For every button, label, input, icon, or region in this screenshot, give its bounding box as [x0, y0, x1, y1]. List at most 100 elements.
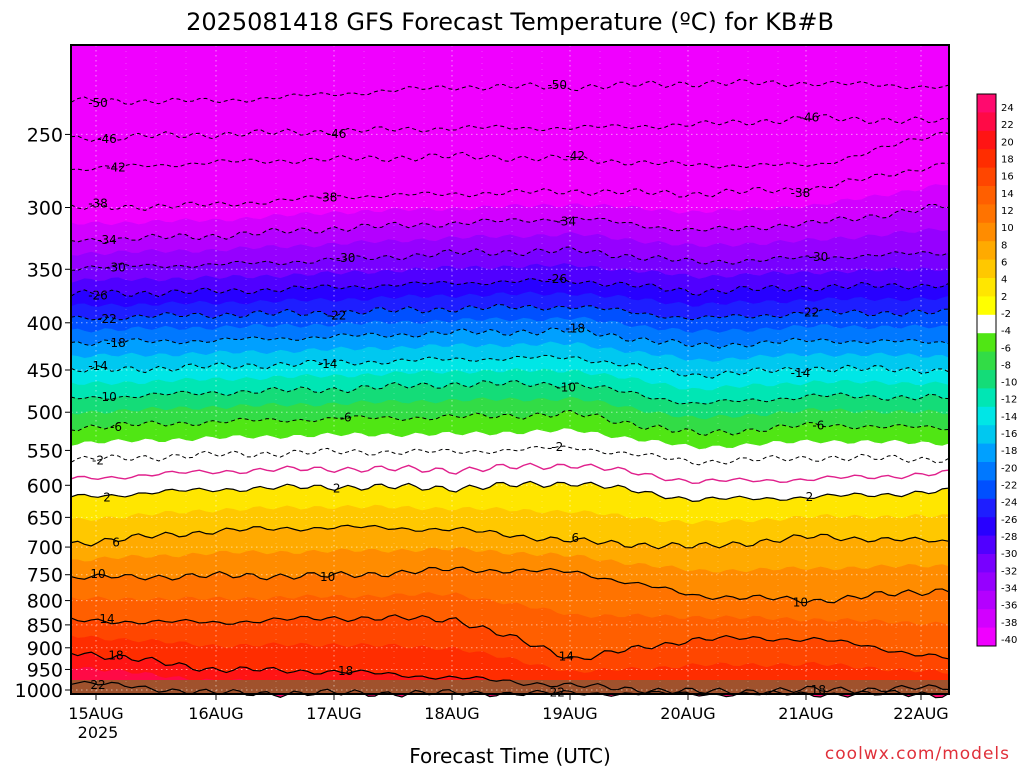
- isotherm-label: -30: [106, 260, 126, 274]
- isotherm-label: 2: [333, 482, 341, 496]
- x-tick-label: 18AUG: [424, 704, 479, 723]
- isotherm-label: 18: [108, 649, 123, 663]
- isotherm-label: -2: [92, 453, 104, 467]
- isotherm-label: -26: [547, 272, 567, 286]
- colorbar-swatch: [977, 112, 996, 132]
- y-tick-label: 750: [27, 565, 63, 587]
- isotherm-label: -26: [88, 288, 108, 302]
- colorbar-label: 2: [1001, 292, 1007, 303]
- isotherm-label: -22: [800, 306, 820, 320]
- isotherm-label: -18: [565, 322, 585, 336]
- y-tick-label: 400: [27, 313, 63, 335]
- isotherm-label: 18: [338, 664, 353, 678]
- y-tick-label: 450: [27, 360, 63, 382]
- colorbar-label: -6: [1001, 343, 1011, 354]
- colorbar-swatch: [977, 443, 996, 463]
- y-tick-label: 300: [27, 197, 63, 219]
- colorbar-frame: [976, 93, 997, 647]
- colorbar-label: -18: [1001, 446, 1017, 457]
- colorbar-label: -40: [1001, 635, 1017, 646]
- y-tick-label: 950: [27, 659, 63, 681]
- isotherm-label: -46: [97, 132, 117, 146]
- isotherm--26: [70, 277, 950, 298]
- isotherm--18: [70, 327, 950, 349]
- isotherm-10: [70, 566, 950, 604]
- y-axis: 2503003504004505005506006507007508008509…: [15, 124, 71, 702]
- colorbar-swatch: [977, 535, 996, 555]
- y-tick-label: 700: [27, 537, 63, 559]
- colorbar-label: 24: [1001, 103, 1014, 114]
- x-tick-label: 22AUG: [893, 704, 948, 723]
- colorbar-swatch: [977, 222, 996, 242]
- isotherm-label: -42: [106, 160, 126, 174]
- ground-band: [71, 680, 949, 694]
- y-tick-label: 650: [27, 507, 63, 529]
- y-tick-label: 550: [27, 440, 63, 462]
- colorbar-label: -32: [1001, 566, 1017, 577]
- isotherm-label: -38: [88, 196, 108, 210]
- colorbar-label: 18: [1001, 154, 1014, 165]
- grid-lines: [71, 45, 949, 694]
- colorbar-label: -38: [1001, 618, 1017, 629]
- y-tick-label: 500: [27, 402, 63, 424]
- plot-area: -50 -50 -46 -46 -46 -42 -42 -38 -38 -38 -34 -34 -30 -…: [70, 44, 950, 700]
- colorbar-label: 14: [1001, 189, 1014, 200]
- isotherm-label: -14: [88, 359, 108, 373]
- isotherm-label: -50: [88, 96, 108, 110]
- colorbar-swatch: [977, 554, 996, 573]
- isotherm-label: 10: [793, 596, 808, 610]
- colorbar-label: -16: [1001, 429, 1017, 440]
- colorbar-label: -12: [1001, 395, 1017, 406]
- colorbar-label: 12: [1001, 206, 1014, 217]
- colorbar-swatch: [977, 333, 996, 353]
- isotherm--38: [70, 162, 950, 211]
- freezing-line: [70, 462, 950, 485]
- colorbar-label: -22: [1001, 481, 1017, 492]
- isotherm-label: -30: [809, 250, 829, 264]
- colorbar-swatch: [977, 590, 996, 610]
- isotherm-label: 6: [571, 531, 579, 545]
- isotherm--10: [70, 380, 950, 405]
- colorbar-label: -26: [1001, 515, 1017, 526]
- x-axis-label: Forecast Time (UTC): [409, 744, 611, 768]
- colorbar-swatch: [977, 259, 996, 279]
- colorbar-label: 4: [1001, 275, 1007, 286]
- colorbar-swatch: [977, 572, 996, 592]
- x-tick-label: 17AUG: [306, 704, 361, 723]
- isotherm--22: [70, 304, 950, 321]
- colorbar-swatch: [977, 388, 996, 408]
- colorbar-swatch: [977, 351, 996, 371]
- colorbar-label: -36: [1001, 601, 1017, 612]
- colorbar-swatch: [977, 480, 996, 500]
- colorbar-swatch: [977, 498, 996, 518]
- isotherm--14: [70, 354, 950, 379]
- isotherm--30: [70, 246, 950, 271]
- colorbar-swatch: [977, 186, 996, 205]
- temperature-bands: [70, 45, 950, 698]
- x-tick-label: 20AUG: [660, 704, 715, 723]
- x-tick-label: 19AUG: [542, 704, 597, 723]
- colorbar-swatch: [977, 314, 996, 334]
- colorbar-label: -14: [1001, 412, 1017, 423]
- isotherm-2: [70, 480, 950, 502]
- colorbar-label: -28: [1001, 532, 1017, 543]
- x-tick-sublabel: 2025: [78, 723, 119, 742]
- colorbar-label: -8: [1001, 360, 1011, 371]
- y-tick-label: 900: [27, 638, 63, 660]
- colorbar-swatch: [977, 462, 996, 481]
- isotherm-label: -2: [551, 440, 563, 454]
- colorbar-swatch: [977, 627, 996, 647]
- isotherm-label: -34: [556, 215, 576, 229]
- isotherm-label: 14: [559, 649, 574, 663]
- colorbar-label: -10: [1001, 378, 1017, 389]
- colorbar-label: 8: [1001, 240, 1007, 251]
- watermark: coolwx.com/models: [825, 744, 1010, 764]
- colorbar-label: -24: [1001, 498, 1017, 509]
- isotherm--2: [70, 445, 950, 466]
- x-tick-label: 21AUG: [778, 704, 833, 723]
- isotherm-label: 10: [90, 567, 105, 581]
- y-tick-label: 600: [27, 475, 63, 497]
- isotherm--50: [70, 78, 950, 105]
